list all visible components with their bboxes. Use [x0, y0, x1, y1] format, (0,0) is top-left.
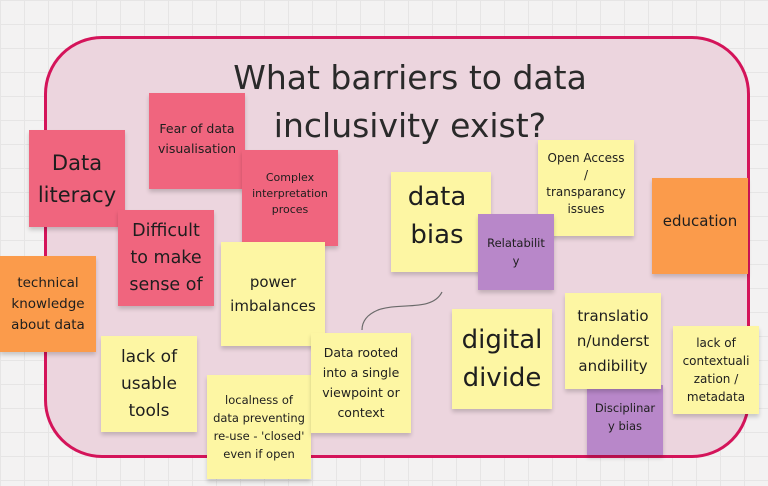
sticky-note-text: Fear of data visualisation — [157, 121, 237, 156]
sticky-note-text: Disciplinary bias — [594, 401, 656, 433]
sticky-note-lack-of-usable-tools[interactable]: lack of usable tools — [101, 336, 197, 432]
sticky-note-disciplinary-bias[interactable]: Disciplinary bias — [587, 385, 663, 455]
board-title: What barriers to data inclusivity exist? — [200, 54, 620, 150]
sticky-note-text: Open Access / transparancy issues — [546, 151, 626, 216]
sticky-note-text: data bias — [407, 182, 467, 250]
sticky-note-lack-of-contextualization[interactable]: lack of contextuali zation / metadata — [673, 326, 759, 414]
sticky-note-digital-divide[interactable]: digital divide — [452, 309, 552, 409]
sticky-note-text: Relatability — [487, 236, 545, 268]
sticky-note-text: translatio n/underst andibility — [576, 306, 650, 375]
sticky-note-text: digital divide — [461, 325, 543, 393]
sticky-note-data-literacy[interactable]: Data literacy — [29, 130, 125, 227]
sticky-note-power-imbalances[interactable]: power imbalances — [221, 242, 325, 346]
sticky-note-fear-of-data-visualisation[interactable]: Fear of data visualisation — [149, 93, 245, 189]
sticky-note-localness-of-data[interactable]: localness of data preventing re-use - 'c… — [207, 375, 311, 479]
sticky-note-text: technical knowledge about data — [11, 274, 85, 333]
sticky-note-text: lack of usable tools — [120, 346, 178, 421]
sticky-note-text: education — [662, 212, 738, 230]
sticky-note-data-bias[interactable]: data bias — [391, 172, 491, 272]
board-title-line-1: What barriers to data — [233, 58, 587, 97]
sticky-note-text: power imbalances — [230, 273, 316, 315]
sticky-note-education[interactable]: education — [652, 178, 748, 274]
sticky-note-translation[interactable]: translatio n/underst andibility — [565, 293, 661, 389]
sticky-note-text: Difficult to make sense of — [129, 220, 203, 295]
sticky-note-complex-interpretation[interactable]: Complex interpretation proces — [242, 150, 338, 246]
sticky-note-difficult-to-make-sense[interactable]: Difficult to make sense of — [118, 210, 214, 306]
sticky-note-relatability[interactable]: Relatability — [478, 214, 554, 290]
sticky-note-text: localness of data preventing re-use - 'c… — [213, 393, 305, 461]
board-title-line-2: inclusivity exist? — [273, 106, 547, 145]
sticky-note-open-access[interactable]: Open Access / transparancy issues — [538, 140, 634, 236]
sticky-note-text: Data rooted into a single viewpoint or c… — [322, 345, 400, 420]
sticky-note-text: Complex interpretation proces — [252, 171, 328, 216]
sticky-note-text: lack of contextuali zation / metadata — [682, 336, 750, 404]
sticky-note-technical-knowledge[interactable]: technical knowledge about data — [0, 256, 96, 352]
sticky-note-data-rooted[interactable]: Data rooted into a single viewpoint or c… — [311, 333, 411, 433]
sticky-note-text: Data literacy — [37, 150, 117, 207]
